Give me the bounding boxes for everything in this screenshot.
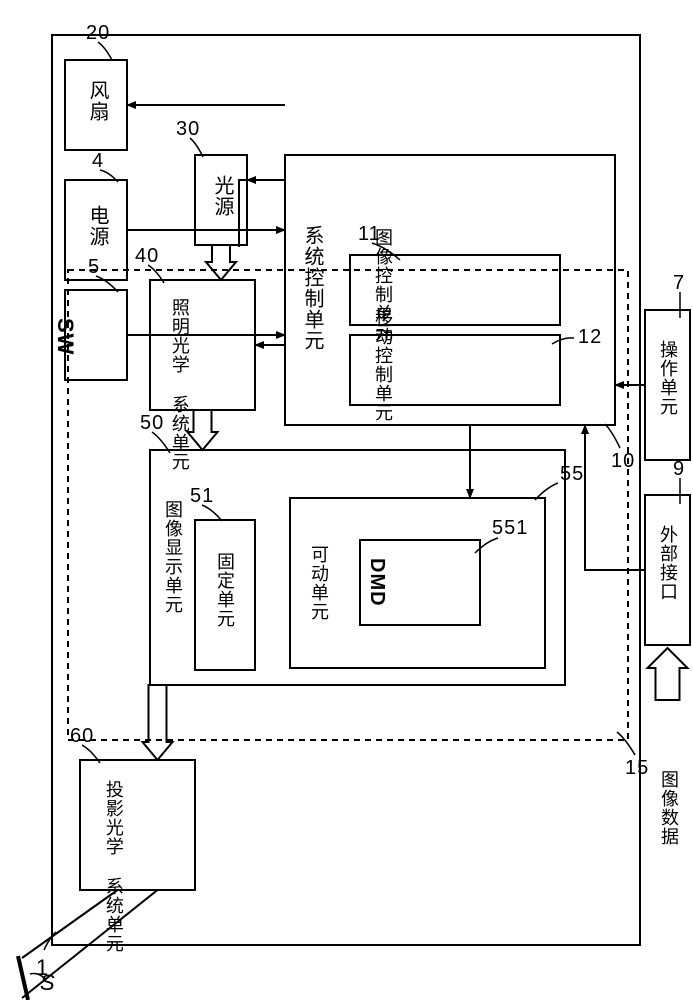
fan-label: 风扇 (83, 80, 112, 122)
ref-movc: 12 (578, 326, 602, 349)
movc-label: 移动控制单元 (370, 308, 396, 422)
fixed-label: 固定单元 (212, 552, 238, 628)
ext-label: 外部接口 (655, 525, 681, 601)
illum-label: 照明光学 系统单元 (170, 298, 189, 471)
sw-label: SW (52, 318, 78, 355)
op-label: 操作单元 (655, 340, 681, 416)
proj-label: 投影光学 系统单元 (104, 780, 123, 953)
ref-proj: 60 (70, 725, 94, 748)
ref-dmd: 551 (492, 517, 528, 540)
mov-label: 可动单元 (306, 545, 332, 621)
ref-sys: 10 (611, 450, 635, 473)
ref-light: 30 (176, 118, 200, 141)
light-label: 光源 (208, 175, 237, 217)
disp-label: 图像显示单元 (160, 500, 186, 614)
power-label: 电源 (83, 205, 112, 247)
ref-illum: 40 (135, 245, 159, 268)
dmd-label: DMD (365, 558, 388, 607)
ref-fan: 20 (86, 22, 110, 45)
img-data-label: 图像数据 (656, 770, 682, 846)
ref-disp: 50 (140, 412, 164, 435)
ref-ext: 9 (673, 458, 685, 481)
ref-mov: 55 (560, 463, 584, 486)
ref-op: 7 (673, 272, 685, 295)
ref-sw: 5 (88, 256, 100, 279)
ref-fixed: 51 (190, 485, 214, 508)
ref-power: 4 (92, 150, 104, 173)
ref-dashed: 15 (625, 757, 649, 780)
sys-label: 系统控制单元 (298, 225, 327, 351)
ref-screen: S (40, 970, 56, 996)
